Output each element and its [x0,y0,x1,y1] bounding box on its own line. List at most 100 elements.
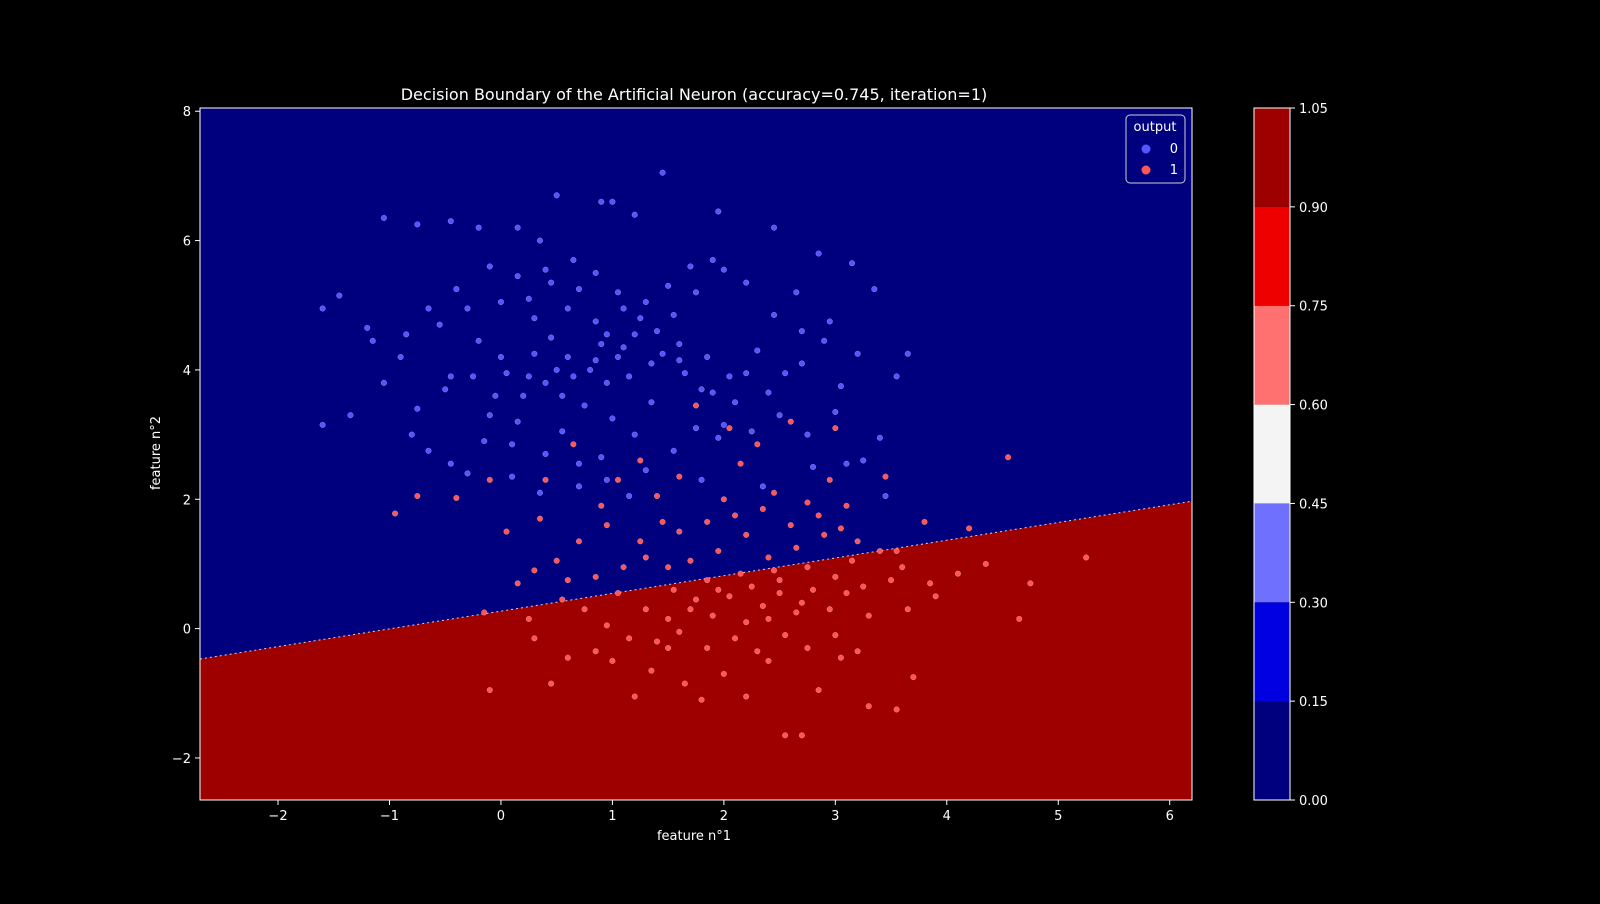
data-point-class-0 [843,460,850,467]
data-point-class-0 [509,441,516,448]
data-point-class-1 [631,693,638,700]
data-point-class-1 [536,515,543,522]
data-point-class-0 [414,221,421,228]
data-point-class-1 [954,570,961,577]
data-point-class-1 [670,586,677,593]
data-point-class-1 [548,680,555,687]
data-point-class-0 [815,250,822,257]
data-point-class-0 [715,434,722,441]
data-point-class-0 [860,457,867,464]
data-point-class-1 [754,648,761,655]
data-point-class-0 [693,289,700,296]
data-point-class-1 [765,554,772,561]
colorbar-tick-label: 0.00 [1299,794,1328,809]
data-point-class-1 [854,648,861,655]
data-point-class-1 [737,570,744,577]
data-point-class-1 [609,657,616,664]
data-point-class-0 [620,305,627,312]
data-point-class-1 [414,493,421,500]
data-point-class-0 [553,192,560,199]
data-point-class-1 [793,544,800,551]
data-point-class-0 [759,483,766,490]
data-point-class-1 [815,687,822,694]
data-point-class-0 [631,211,638,218]
data-point-class-1 [826,476,833,483]
data-point-class-1 [681,680,688,687]
data-point-class-1 [865,612,872,619]
data-point-class-0 [620,344,627,351]
data-point-class-1 [704,577,711,584]
data-point-class-0 [743,279,750,286]
data-point-class-1 [665,564,672,571]
data-point-class-1 [732,635,739,642]
data-point-class-1 [709,612,716,619]
data-point-class-0 [598,341,605,348]
data-point-class-1 [743,693,750,700]
data-point-class-0 [631,431,638,438]
data-point-class-0 [581,402,588,409]
data-point-class-1 [1016,615,1023,622]
data-point-class-0 [648,360,655,367]
data-point-class-1 [653,493,660,500]
data-point-class-0 [732,399,739,406]
data-point-class-1 [698,696,705,703]
data-point-class-1 [676,473,683,480]
y-axis-label: feature n°2 [149,416,164,490]
data-point-class-1 [715,586,722,593]
data-point-class-1 [821,531,828,538]
data-point-class-1 [693,596,700,603]
data-point-class-1 [843,590,850,597]
data-point-class-1 [720,496,727,503]
data-point-class-1 [893,548,900,555]
data-point-class-0 [364,324,371,331]
colorbar-band [1254,108,1290,207]
data-point-class-0 [347,412,354,419]
data-point-class-1 [927,580,934,587]
data-point-class-1 [832,573,839,580]
data-point-class-0 [676,341,683,348]
data-point-class-1 [553,557,560,564]
legend-marker-1 [1141,165,1151,175]
data-point-class-1 [704,645,711,652]
data-point-class-1 [798,732,805,739]
data-point-class-1 [687,557,694,564]
data-point-class-1 [782,732,789,739]
region-class-1 [200,501,1192,800]
data-point-class-1 [837,525,844,532]
data-point-class-1 [759,602,766,609]
data-point-class-0 [542,379,549,386]
data-point-class-0 [598,198,605,205]
data-point-class-0 [592,318,599,325]
data-point-class-1 [676,528,683,535]
data-point-class-1 [759,505,766,512]
colorbar-tick-label: 0.75 [1299,300,1328,315]
data-point-class-0 [670,447,677,454]
data-point-class-0 [776,412,783,419]
data-point-class-1 [720,670,727,677]
data-point-class-1 [776,577,783,584]
data-point-class-0 [403,331,410,338]
x-axis-label: feature n°1 [657,829,731,844]
data-point-class-1 [486,687,493,694]
data-point-class-0 [369,337,376,344]
data-point-class-1 [771,567,778,574]
data-point-class-1 [743,531,750,538]
data-point-class-0 [475,224,482,231]
data-point-class-1 [653,638,660,645]
data-point-class-1 [486,476,493,483]
x-tick-label: −1 [380,809,399,824]
y-tick-label: −2 [172,752,191,767]
legend: output 0 1 [1125,114,1186,184]
data-point-class-1 [503,528,510,535]
legend-box [1125,114,1186,184]
x-tick-label: 2 [720,809,728,824]
data-point-class-0 [514,224,521,231]
data-point-class-0 [408,431,415,438]
x-tick-label: 0 [497,809,505,824]
data-point-class-0 [514,273,521,280]
data-point-class-0 [447,218,454,225]
data-point-class-0 [470,373,477,380]
data-point-class-1 [888,577,895,584]
data-point-class-1 [765,657,772,664]
